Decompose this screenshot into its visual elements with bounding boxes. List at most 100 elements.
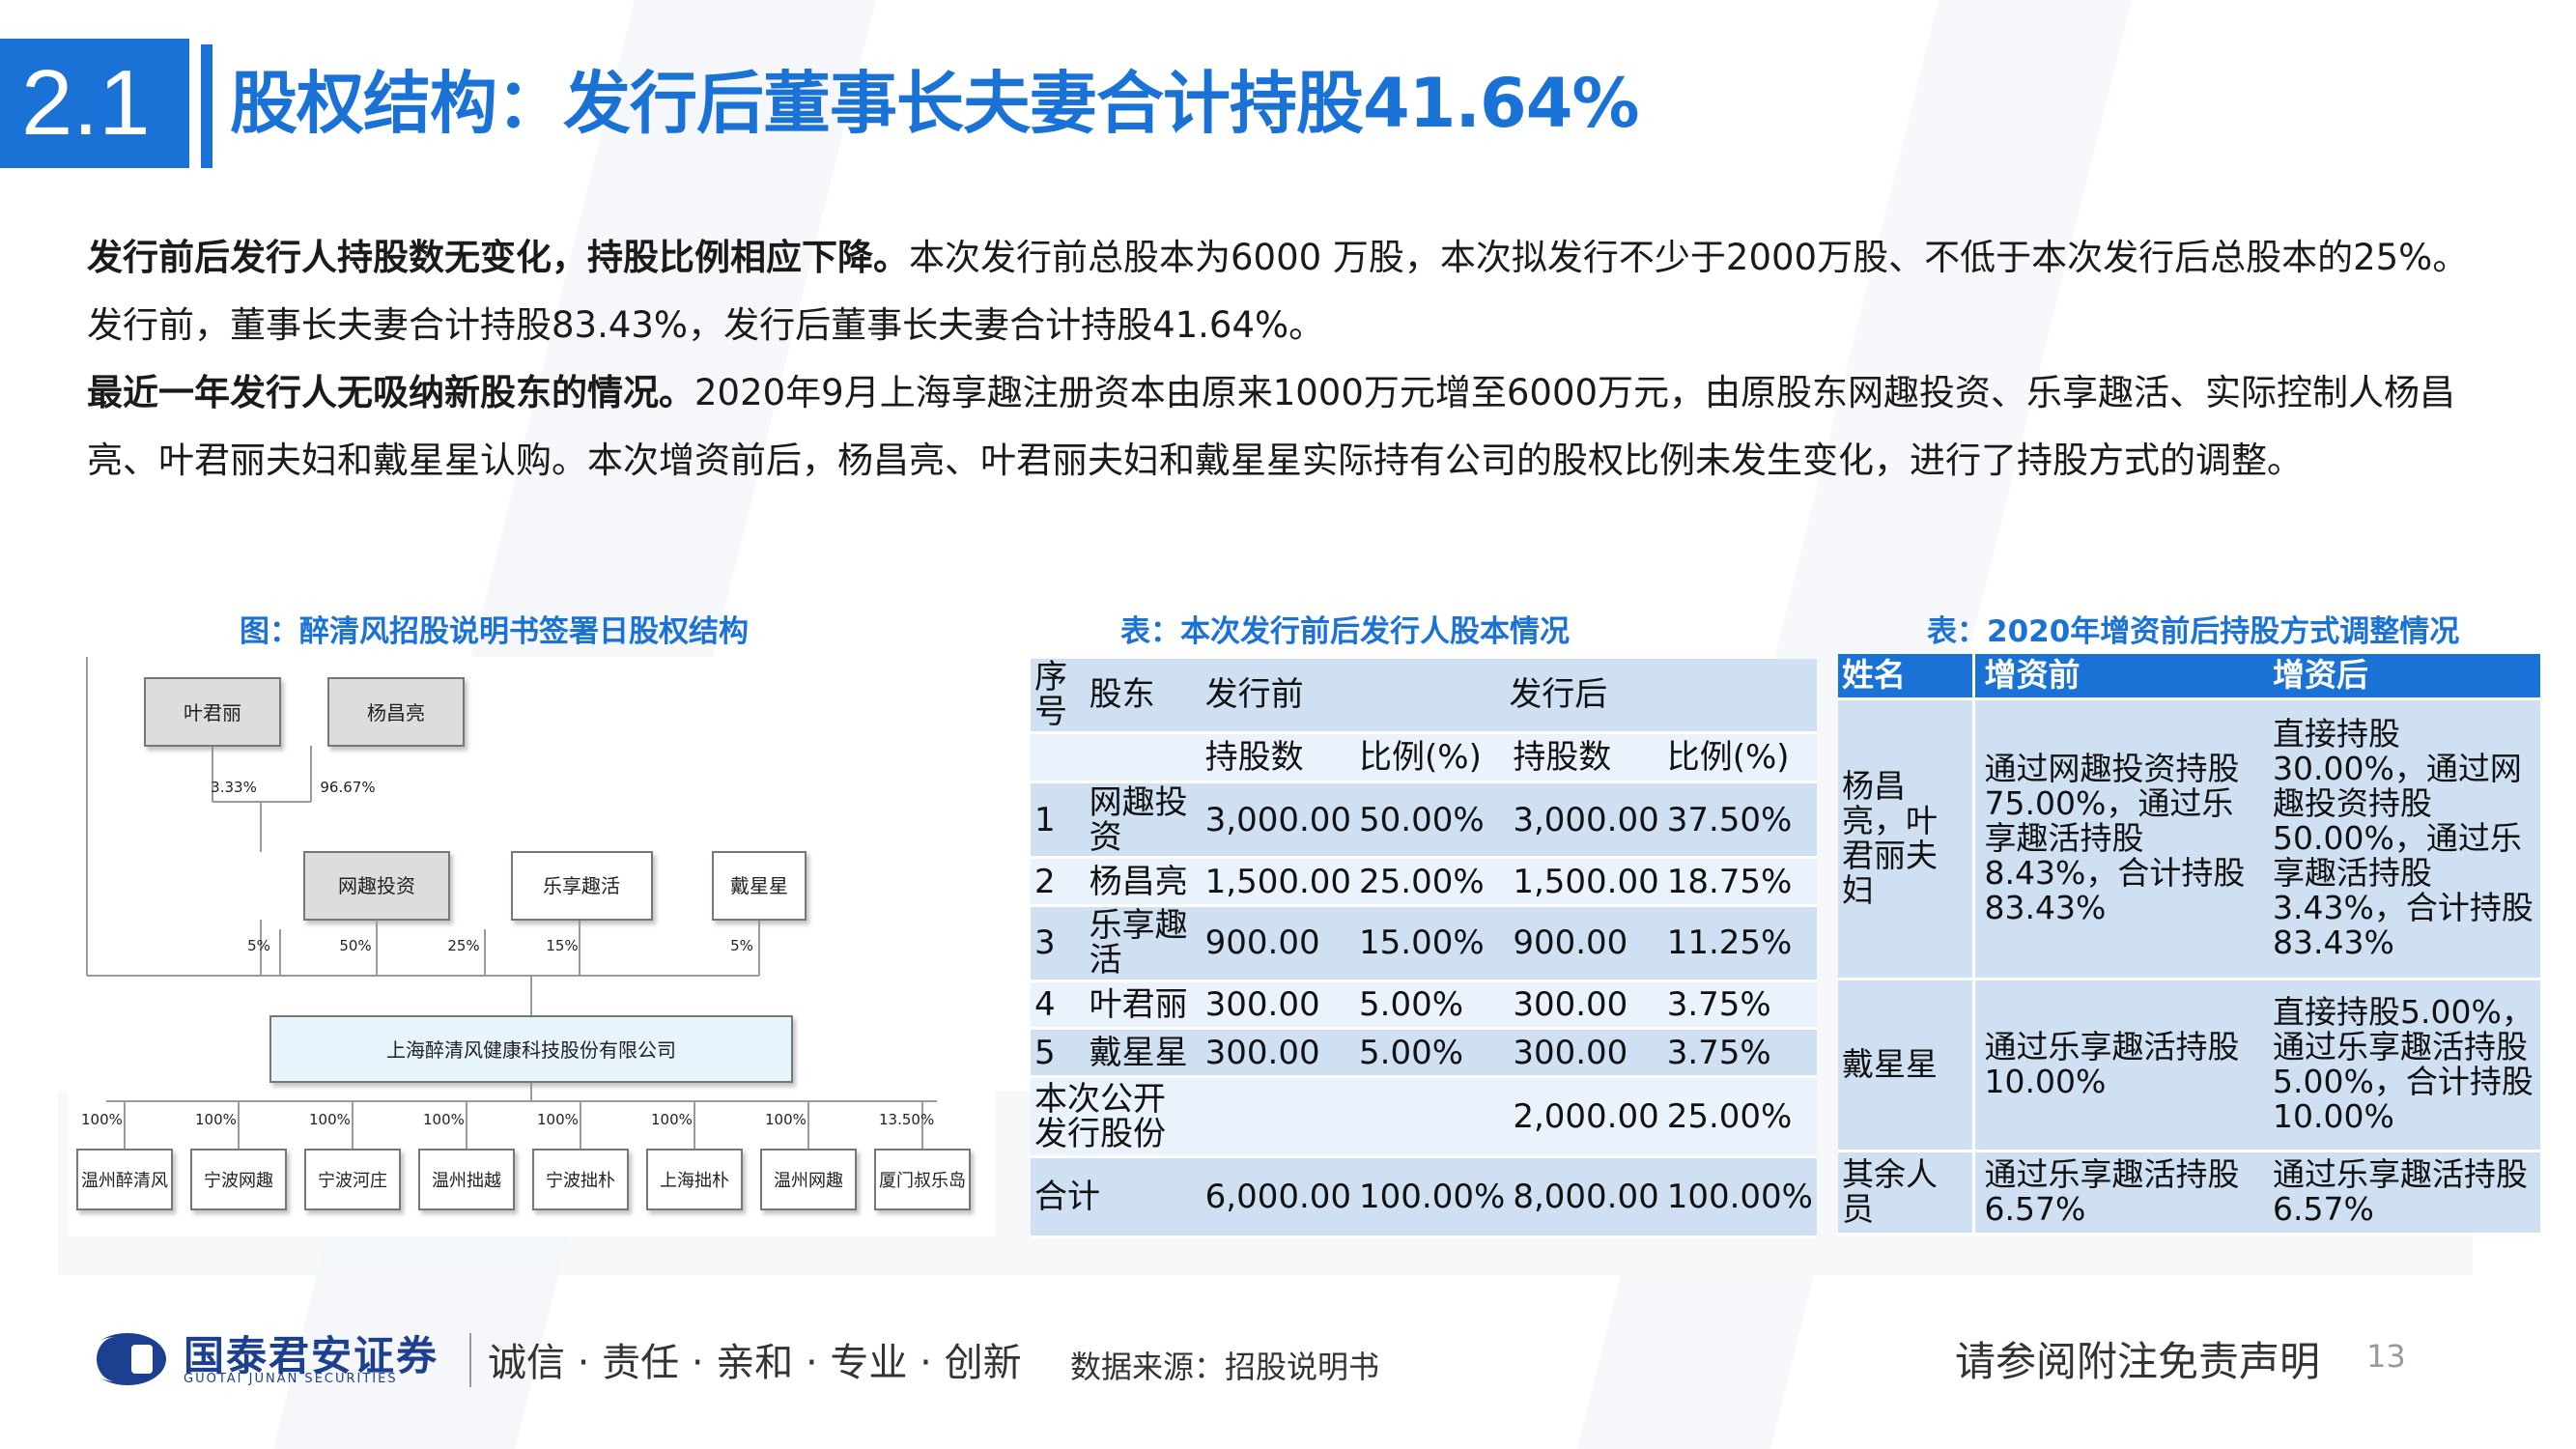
subsidiary-box bbox=[304, 1149, 401, 1210]
table-header: 发行前 bbox=[1201, 659, 1510, 734]
subsidiary-pct-label: 100% bbox=[423, 1111, 465, 1128]
table1-caption: 表：本次发行前后发行人股本情况 bbox=[1120, 614, 1570, 649]
subsidiary-label: 温州网趣 bbox=[774, 1171, 843, 1191]
subsidiary-label: 宁波网趣 bbox=[204, 1171, 273, 1191]
table-cell: 3 bbox=[1031, 905, 1086, 982]
footer-divider bbox=[469, 1333, 471, 1387]
table-cell: 300.00 bbox=[1201, 980, 1356, 1031]
table-cell: 900.00 bbox=[1509, 905, 1663, 982]
section-divider bbox=[201, 44, 212, 168]
table-cell: 本次公开发行股份 bbox=[1031, 1076, 1202, 1159]
table-cell: 5.00% bbox=[1355, 980, 1510, 1031]
subsidiary-box bbox=[76, 1149, 173, 1210]
pct-label: 15% bbox=[546, 937, 578, 954]
table-cell: 37.50% bbox=[1662, 781, 1817, 860]
table-cell: 2,000.00 bbox=[1509, 1076, 1663, 1159]
table-header: 股东 bbox=[1085, 659, 1202, 734]
table-cell: 5 bbox=[1031, 1028, 1086, 1079]
holder-label: 戴星星 bbox=[730, 874, 788, 897]
table-header: 发行后 bbox=[1509, 659, 1817, 734]
table-cell: 戴星星 bbox=[1085, 1028, 1202, 1079]
table-row: 4 叶君丽 300.00 5.00% 300.00 3.75% bbox=[1031, 980, 1817, 1031]
table-subheader: 持股数 bbox=[1201, 732, 1356, 784]
pct-label: 96.67% bbox=[320, 779, 375, 796]
table-header: 增资前 bbox=[1973, 654, 2263, 700]
table-cell: 25.00% bbox=[1662, 1076, 1817, 1159]
pct-label: 50% bbox=[339, 937, 371, 954]
subsidiary-label: 上海拙朴 bbox=[660, 1171, 729, 1191]
table-cell: 通过乐享趣活持股10.00% bbox=[1973, 979, 2263, 1152]
table-cell: 杨昌亮，叶君丽夫妇 bbox=[1838, 698, 1975, 980]
table-row: 3 乐享趣活 900.00 15.00% 900.00 11.25% bbox=[1031, 905, 1817, 982]
table-cell: 2 bbox=[1031, 857, 1086, 907]
table-cell: 杨昌亮 bbox=[1085, 857, 1202, 907]
table-cell: 11.25% bbox=[1662, 905, 1817, 982]
subsidiary-pct-label: 100% bbox=[195, 1111, 237, 1128]
subsidiary-pct-label: 100% bbox=[537, 1111, 579, 1128]
subsidiary-label: 宁波河庄 bbox=[318, 1171, 387, 1191]
company-slogan: 诚信 · 责任 · 亲和 · 专业 · 创新 bbox=[488, 1341, 1022, 1385]
page-number: 13 bbox=[2366, 1338, 2406, 1375]
table-row-total: 合计 6,000.00 100.00% 8,000.00 100.00% bbox=[1031, 1156, 1817, 1238]
table-row: 5 戴星星 300.00 5.00% 300.00 3.75% bbox=[1031, 1028, 1817, 1079]
table-cell: 300.00 bbox=[1509, 980, 1663, 1031]
table-cell: 叶君丽 bbox=[1085, 980, 1202, 1031]
table-subheader: 比例(%) bbox=[1662, 732, 1817, 784]
table-cell: 25.00% bbox=[1355, 857, 1510, 907]
table-cell: 3.75% bbox=[1662, 980, 1817, 1031]
paragraph-share-change: 发行前后发行人持股数无变化，持股比例相应下降。本次发行前总股本为6000 万股，… bbox=[87, 224, 2502, 359]
table-header: 增资后 bbox=[2263, 654, 2540, 700]
table-cell: 通过乐享趣活持股6.57% bbox=[1973, 1151, 2263, 1236]
subsidiary-box bbox=[532, 1149, 629, 1210]
table-cell: 通过乐享趣活持股6.57% bbox=[2263, 1151, 2540, 1236]
table2-caption: 表：2020年增资前后持股方式调整情况 bbox=[1927, 614, 2460, 649]
table-header: 序号 bbox=[1031, 659, 1086, 734]
subsidiary-pct-label: 100% bbox=[651, 1111, 693, 1128]
table-row: 杨昌亮，叶君丽夫妇 通过网趣投资持股75.00%，通过乐享趣活持股8.43%，合… bbox=[1838, 698, 2540, 980]
paragraph-lead: 发行前后发行人持股数无变化，持股比例相应下降。 bbox=[87, 237, 909, 278]
data-source: 数据来源：招股说明书 bbox=[1070, 1349, 1380, 1385]
holder-label: 乐享趣活 bbox=[543, 874, 620, 897]
subsidiary-label: 宁波拙朴 bbox=[546, 1171, 615, 1191]
table-cell: 3,000.00 bbox=[1201, 781, 1356, 860]
paragraph-body: 本次发行前总股本为6000 万股，本次拟发行不少于2000万股、不低于本次发行后… bbox=[87, 237, 2469, 346]
page-title: 股权结构：发行后董事长夫妻合计持股41.64% bbox=[230, 64, 1640, 143]
equity-structure-diagram: 叶君丽 杨昌亮 3.33% 96.67% 网趣投资 乐享趣活 戴星星 5% 50… bbox=[68, 657, 995, 1236]
table-cell: 网趣投资 bbox=[1085, 781, 1202, 860]
table-cell: 5.00% bbox=[1355, 1028, 1510, 1079]
table-cell: 300.00 bbox=[1509, 1028, 1663, 1079]
table-cell: 直接持股30.00%，通过网趣投资持股50.00%，通过乐享趣活持股3.43%，… bbox=[2263, 698, 2540, 980]
table-cell: 100.00% bbox=[1662, 1156, 1817, 1238]
paragraph-body: 2020年9月上海享趣注册资本由原来1000万元增至6000万元，由原股东网趣投… bbox=[87, 372, 2456, 481]
section-number: 2.1 bbox=[0, 39, 189, 168]
paragraph-lead: 最近一年发行人无吸纳新股东的情况。 bbox=[87, 372, 694, 413]
subsidiary-label: 温州醉清风 bbox=[81, 1171, 168, 1191]
holder-label: 叶君丽 bbox=[184, 701, 241, 724]
pct-label: 3.33% bbox=[211, 779, 257, 796]
disclaimer-note: 请参阅附注免责声明 bbox=[1955, 1338, 2321, 1385]
pct-label: 5% bbox=[247, 937, 270, 954]
subsidiary-box bbox=[874, 1149, 971, 1210]
company-logo-icon bbox=[87, 1333, 166, 1385]
share-capital-table: 序号 股东 发行前 发行后 持股数 比例(%) 持股数 比例(%) 1 网趣投资… bbox=[1031, 659, 1817, 1238]
subsidiary-box bbox=[760, 1149, 857, 1210]
holder-label: 网趣投资 bbox=[338, 874, 415, 897]
subsidiary-pct-label: 13.50% bbox=[879, 1111, 934, 1128]
table-cell: 1 bbox=[1031, 781, 1086, 860]
table-cell: 50.00% bbox=[1355, 781, 1510, 860]
table-cell: 3.75% bbox=[1662, 1028, 1817, 1079]
subsidiary-pct-label: 100% bbox=[81, 1111, 123, 1128]
table-row: 其余人员 通过乐享趣活持股6.57% 通过乐享趣活持股6.57% bbox=[1838, 1151, 2540, 1236]
figure-caption: 图：醉清风招股说明书签署日股权结构 bbox=[240, 614, 749, 649]
subsidiary-box bbox=[418, 1149, 515, 1210]
table-cell: 15.00% bbox=[1355, 905, 1510, 982]
table-row: 戴星星 通过乐享趣活持股10.00% 直接持股5.00%，通过乐享趣活持股5.0… bbox=[1838, 979, 2540, 1152]
table-row: 2 杨昌亮 1,500.00 25.00% 1,500.00 18.75% bbox=[1031, 857, 1817, 907]
table-cell: 1,500.00 bbox=[1509, 857, 1663, 907]
table-cell: 900.00 bbox=[1201, 905, 1356, 982]
company-name-en: GUOTAI JUNAN SECURITIES bbox=[184, 1372, 398, 1386]
holding-adjustment-table: 姓名 增资前 增资后 杨昌亮，叶君丽夫妇 通过网趣投资持股75.00%，通过乐享… bbox=[1838, 654, 2540, 1236]
pct-label: 5% bbox=[730, 937, 753, 954]
company-label: 上海醉清风健康科技股份有限公司 bbox=[386, 1038, 676, 1062]
table-cell: 6,000.00 bbox=[1201, 1156, 1356, 1238]
